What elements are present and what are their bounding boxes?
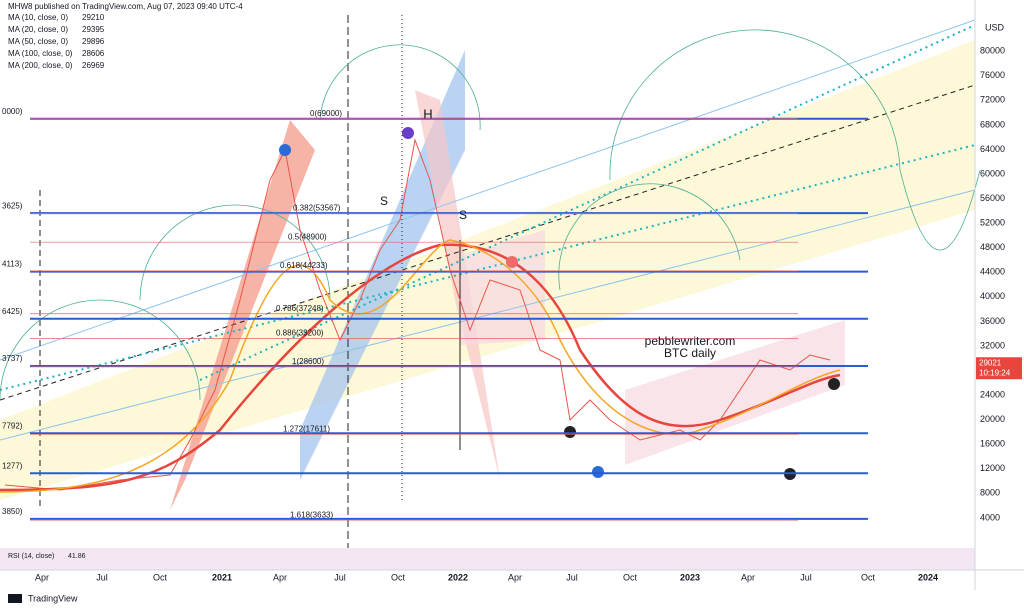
- y-tick-label: 16000: [980, 439, 1005, 449]
- fib-label: 0.618(44233): [280, 261, 328, 270]
- indicator-label: MA (20, close, 0): [8, 25, 68, 34]
- level-label: 3737): [2, 354, 23, 363]
- fib-label: 1.272(17611): [283, 424, 330, 433]
- y-tick-label: 60000: [980, 168, 1005, 178]
- annotation: H: [423, 106, 432, 121]
- y-tick-label: 36000: [980, 316, 1005, 326]
- level-label: 6425): [2, 307, 23, 316]
- fib-label: 0.786(37248): [276, 304, 324, 313]
- rsi-pane: [0, 548, 975, 570]
- indicator-label: MA (50, close, 0): [8, 37, 68, 46]
- marker: [279, 144, 291, 156]
- ma-200: [0, 243, 841, 492]
- red-channel: [170, 120, 315, 510]
- x-tick-label: Jul: [566, 572, 578, 582]
- trend-line: [0, 189, 976, 441]
- fib-label: 0(69000): [310, 109, 342, 118]
- y-tick-label: 52000: [980, 218, 1005, 228]
- indicator-value: 29896: [82, 37, 105, 46]
- level-label: 4113): [2, 260, 22, 269]
- y-tick-label: 68000: [980, 119, 1005, 129]
- x-tick-label: 2022: [448, 572, 468, 582]
- x-tick-label: Apr: [35, 572, 49, 582]
- x-tick-label: 2023: [680, 572, 700, 582]
- last-price: 29021: [979, 358, 1002, 367]
- level-label: 3625): [2, 201, 23, 210]
- annotation: pebblewriter.com: [645, 334, 736, 348]
- x-tick-label: Apr: [508, 572, 522, 582]
- x-tick-label: Oct: [861, 572, 876, 582]
- y-tick-label: 72000: [980, 95, 1005, 105]
- y-tick-label: 76000: [980, 70, 1005, 80]
- x-tick-label: Jul: [334, 572, 346, 582]
- last-price-box: [976, 357, 1022, 380]
- x-tick-label: 2021: [212, 572, 232, 582]
- y-tick-label: 64000: [980, 144, 1005, 154]
- indicator-label: MA (200, close, 0): [8, 61, 73, 70]
- annotation: S: [459, 208, 467, 222]
- y-tick-label: 40000: [980, 291, 1005, 301]
- fib-label: 1(28600): [292, 357, 324, 366]
- y-tick-label: 8000: [980, 488, 1000, 498]
- trend-line: [199, 24, 976, 381]
- y-tick-label: 44000: [980, 267, 1005, 277]
- y-tick-label: 24000: [980, 389, 1005, 399]
- indicator-value: 28606: [82, 49, 105, 58]
- x-tick-label: Jul: [800, 572, 812, 582]
- countdown: 10:19:24: [979, 368, 1011, 377]
- rsi-label: RSI (14, close): [8, 553, 54, 560]
- x-tick-label: Oct: [153, 572, 168, 582]
- trend-line: [0, 19, 976, 361]
- red-wedge: [415, 90, 500, 480]
- y-tick-label: 48000: [980, 242, 1005, 252]
- level-label: 0000): [2, 107, 23, 116]
- annotation: S: [380, 194, 388, 208]
- fib-label: 0.382(53567): [293, 204, 341, 213]
- x-tick-label: 2024: [918, 572, 938, 582]
- annotation: BTC daily: [664, 346, 716, 360]
- x-tick-label: Oct: [623, 572, 638, 582]
- marker: [828, 378, 840, 390]
- y-tick-label: 12000: [980, 463, 1005, 473]
- arcs: [0, 29, 981, 401]
- y-tick-label: 4000: [980, 512, 1000, 522]
- fib-label: 0.5(48900): [288, 232, 327, 241]
- footer-brand: TradingView: [28, 593, 78, 603]
- y-tick-label: 32000: [980, 340, 1005, 350]
- marker: [564, 426, 576, 438]
- level-label: 1277): [2, 461, 23, 470]
- ma-100: [0, 239, 841, 493]
- fib-label: 1.618(3633): [290, 510, 333, 519]
- marker: [506, 256, 518, 268]
- fib-label: 0.886(33200): [276, 329, 324, 338]
- blue-channel: [300, 50, 465, 480]
- indicator-value: 29210: [82, 13, 105, 22]
- x-tick-label: Jul: [96, 572, 108, 582]
- rising-channel: [625, 320, 845, 465]
- publisher: MHW8 published on TradingView.com, Aug 0…: [8, 2, 243, 11]
- marker: [402, 127, 414, 139]
- axis-unit: USD: [985, 22, 1005, 32]
- marker: [592, 466, 604, 478]
- indicator-value: 26969: [82, 61, 105, 70]
- level-label: 3850): [2, 507, 23, 516]
- y-tick-label: 80000: [980, 46, 1005, 56]
- price-line: [4, 138, 831, 491]
- x-tick-label: Oct: [391, 572, 406, 582]
- y-tick-label: 20000: [980, 414, 1005, 424]
- x-tick-label: Apr: [273, 572, 287, 582]
- x-tick-label: Apr: [741, 572, 755, 582]
- indicator-value: 29395: [82, 25, 105, 34]
- rsi-value: 41.86: [68, 553, 86, 560]
- indicator-label: MA (100, close, 0): [8, 49, 73, 58]
- y-tick-label: 56000: [980, 193, 1005, 203]
- level-label: 7792): [2, 421, 23, 430]
- logo: [8, 594, 22, 603]
- indicator-label: MA (10, close, 0): [8, 13, 68, 22]
